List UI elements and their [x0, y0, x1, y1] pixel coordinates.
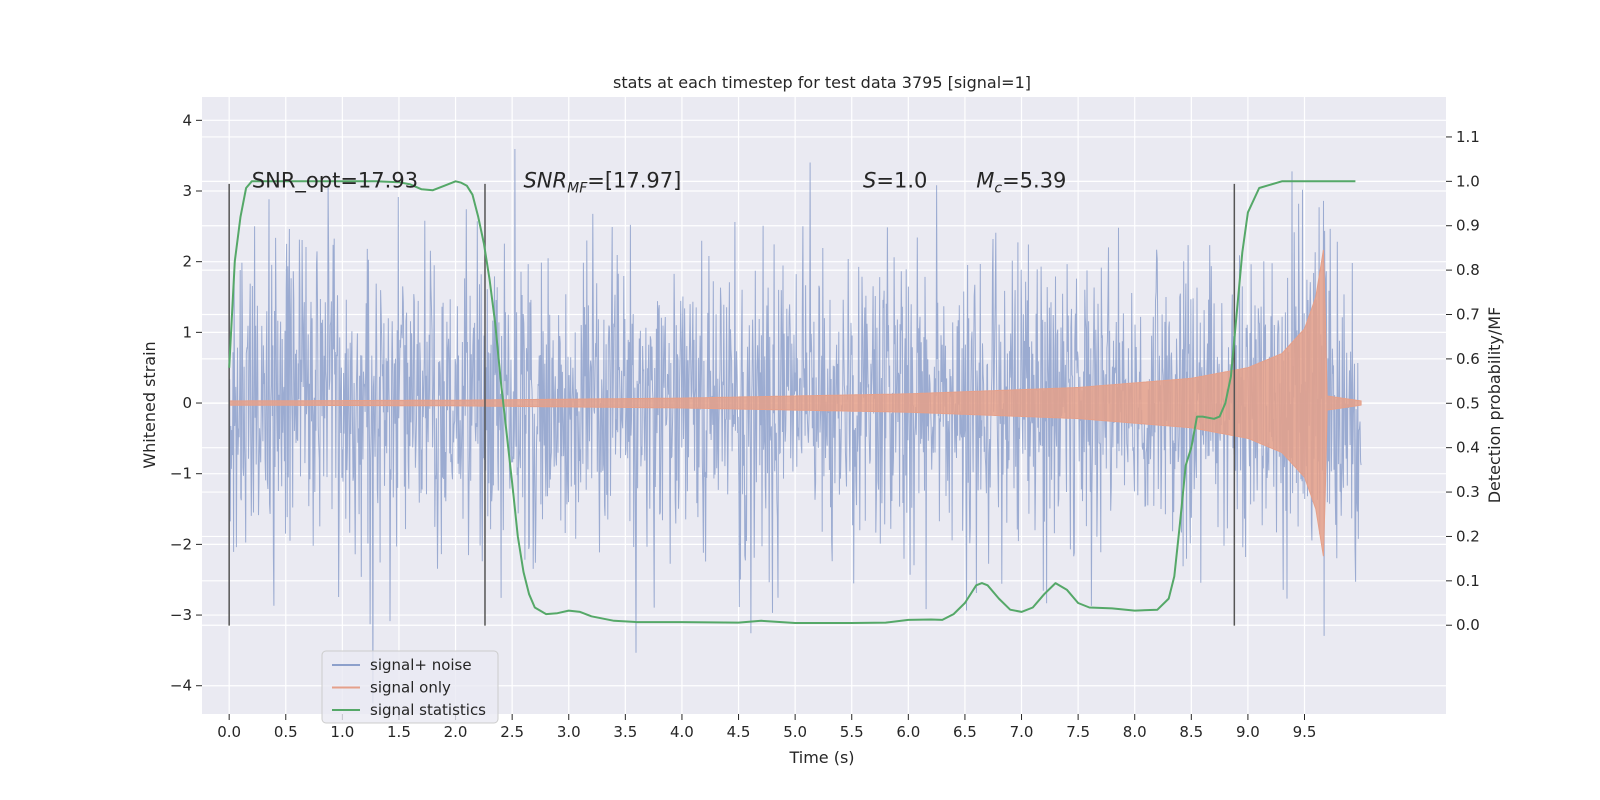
x-tick-label: 9.0 [1236, 723, 1260, 741]
y2-tick-label: 0.6 [1456, 350, 1480, 368]
y-tick-label: −4 [170, 677, 192, 695]
y2-tick-label: 0.7 [1456, 306, 1480, 324]
x-tick-label: 3.0 [557, 723, 581, 741]
annotation-tail: =1.0 [876, 168, 927, 192]
y-tick-label: −1 [170, 465, 192, 483]
y2-tick-label: 0.8 [1456, 261, 1480, 279]
x-axis-ticks: 0.0 0.5 1.0 1.5 2.0 2.5 3.0 3.5 4.0 4.5 5.0 5.5 6.0 6… [217, 714, 1316, 741]
vertical-markers [228, 183, 1236, 626]
x-axis-label: Time (s) [788, 748, 854, 767]
annotation-main: SNR [523, 168, 567, 192]
annotation-tail: =5.39 [1002, 168, 1066, 192]
annotation-text: SNRMF=[17.97] [523, 168, 681, 196]
y2-tick-label: 1.1 [1456, 128, 1480, 146]
x-tick-label: 2.5 [500, 723, 524, 741]
legend-label: signal+ noise [370, 656, 472, 674]
signal-statistics-line [228, 180, 1356, 624]
x-tick-label: 7.5 [1066, 723, 1090, 741]
signal-only-series [228, 249, 1362, 557]
x-tick-label: 1.5 [387, 723, 411, 741]
x-tick-label: 4.0 [670, 723, 694, 741]
chart-title: stats at each timestep for test data 379… [613, 73, 1031, 92]
y2-tick-label: 1.0 [1456, 172, 1480, 190]
annotation-sub: c [994, 180, 1002, 196]
signal-statistics-series [228, 180, 1356, 624]
annotation-main: M [976, 168, 994, 192]
x-tick-label: 0.5 [274, 723, 298, 741]
x-tick-label: 5.5 [840, 723, 864, 741]
y-tick-label: 1 [182, 323, 192, 341]
x-tick-label: 2.0 [444, 723, 468, 741]
legend: signal+ noise signal only signal statistic… [321, 650, 499, 724]
annotation-text: SNR_opt=17.93 [252, 168, 418, 193]
x-tick-label: 6.0 [896, 723, 920, 741]
y2-tick-label: 0.4 [1456, 439, 1480, 457]
legend-label: signal only [370, 679, 451, 697]
y2-axis-label: Detection probability/MF [1485, 307, 1504, 504]
y2-tick-label: 0.1 [1456, 572, 1480, 590]
annotations: SNR_opt=17.93 SNRMF=[17.97] S=1.0 Mc=5.39 [252, 168, 1067, 196]
legend-box [321, 650, 499, 724]
x-tick-label: 4.5 [727, 723, 751, 741]
x-tick-label: 8.5 [1179, 723, 1203, 741]
y-tick-label: 2 [182, 253, 192, 271]
y-axis-ticks: 4 3 2 1 0 −1 −2 −3 −4 [170, 111, 202, 695]
annotation-text: Mc=5.39 [976, 168, 1066, 196]
signal-only-envelope [228, 249, 1362, 557]
x-tick-label: 6.5 [953, 723, 977, 741]
annotation-main: S [863, 168, 876, 192]
y-tick-label: 3 [182, 182, 192, 200]
annotation-text: S=1.0 [863, 168, 927, 192]
y-tick-label: 0 [182, 394, 192, 412]
x-tick-label: 0.0 [217, 723, 241, 741]
annotation-sub: MF [567, 180, 588, 196]
y-axis-label: Whitened strain [140, 341, 159, 468]
y2-tick-label: 0.3 [1456, 483, 1480, 501]
y2-tick-label: 0.9 [1456, 217, 1480, 235]
y2-tick-label: 0.5 [1456, 394, 1480, 412]
y-tick-label: −2 [170, 535, 192, 553]
y-tick-label: 4 [182, 111, 192, 129]
y2-tick-label: 0.0 [1456, 616, 1480, 634]
signal-noise-line [228, 148, 1362, 704]
signal-noise-series [228, 148, 1362, 704]
x-tick-label: 5.0 [783, 723, 807, 741]
y-tick-label: −3 [170, 606, 192, 624]
x-tick-label: 9.5 [1293, 723, 1317, 741]
legend-label: signal statistics [370, 701, 486, 719]
annotation-tail: =[17.97] [587, 168, 681, 192]
y2-tick-label: 0.2 [1456, 527, 1480, 545]
x-tick-label: 1.0 [330, 723, 354, 741]
x-tick-label: 8.0 [1123, 723, 1147, 741]
x-tick-label: 7.0 [1010, 723, 1034, 741]
x-tick-label: 3.5 [613, 723, 637, 741]
y2-axis-ticks: 1.1 1.0 0.9 0.8 0.7 0.6 0.5 0.4 0.3 0.2 0.1 0.0 [1446, 128, 1480, 634]
